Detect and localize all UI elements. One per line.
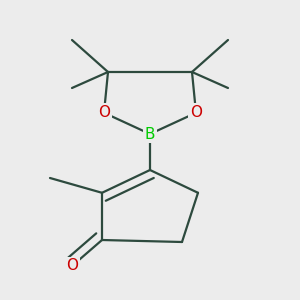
Text: O: O bbox=[98, 105, 110, 120]
Text: B: B bbox=[145, 127, 155, 142]
Text: O: O bbox=[190, 105, 202, 120]
Text: O: O bbox=[66, 259, 78, 274]
